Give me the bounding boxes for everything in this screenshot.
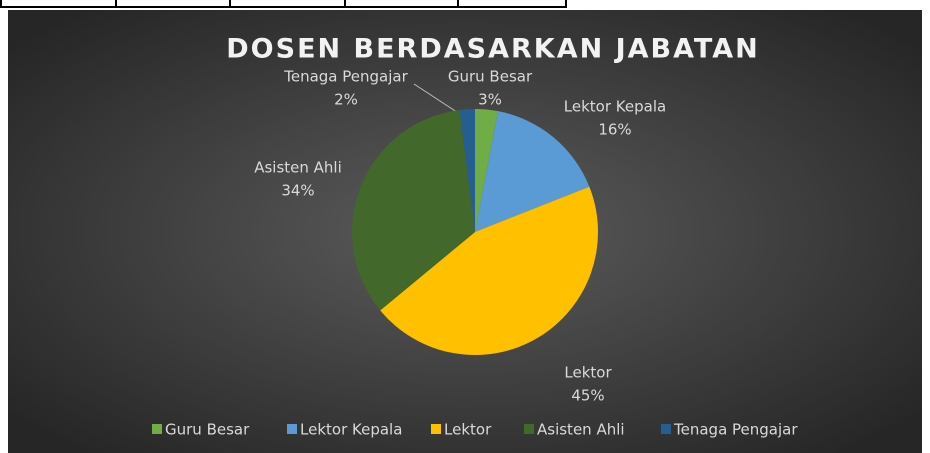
data-label-name: Tenaga Pengajar <box>283 68 408 86</box>
legend-swatch <box>524 424 534 434</box>
data-label-value: 45% <box>571 387 604 405</box>
legend-swatch <box>431 424 441 434</box>
chart-title: DOSEN BERDASARKAN JABATAN <box>226 34 759 65</box>
legend-swatch <box>661 424 671 434</box>
data-label-name: Asisten Ahli <box>254 159 342 177</box>
data-label-name: Lektor <box>564 364 612 382</box>
data-label-value: 16% <box>598 121 631 139</box>
data-label-name: Lektor Kepala <box>564 98 666 116</box>
data-label-value: 3% <box>478 91 502 109</box>
pie-slice <box>352 109 475 311</box>
table-strip <box>0 0 567 8</box>
data-label-value: 2% <box>334 91 358 109</box>
data-label-name: Guru Besar <box>448 68 533 86</box>
legend-swatch <box>152 424 162 434</box>
data-label-value: 34% <box>281 182 314 200</box>
legend-label: Guru Besar <box>165 421 250 439</box>
pie-slice <box>475 109 499 232</box>
legend-label: Lektor Kepala <box>300 421 402 439</box>
pie-slice <box>380 186 598 355</box>
legend-swatch <box>287 424 297 434</box>
pie <box>352 109 598 355</box>
pie-slice <box>459 109 475 232</box>
legend-label: Lektor <box>444 421 492 439</box>
pie-slice <box>475 111 590 232</box>
legend-label: Tenaga Pengajar <box>673 421 798 439</box>
legend-label: Asisten Ahli <box>537 421 625 439</box>
